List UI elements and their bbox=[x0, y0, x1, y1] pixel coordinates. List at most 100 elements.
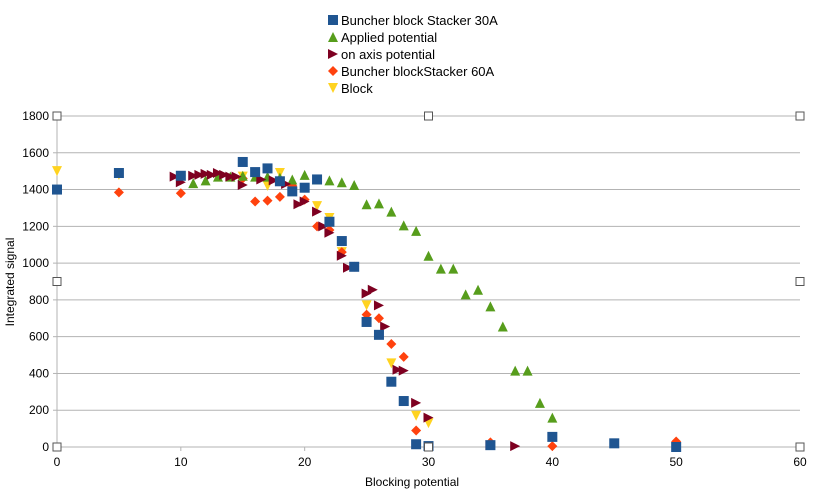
data-point bbox=[336, 247, 347, 258]
data-point bbox=[411, 425, 422, 436]
data-point bbox=[194, 169, 205, 180]
y-tick-label: 400 bbox=[29, 366, 49, 380]
data-point bbox=[318, 221, 329, 232]
data-point bbox=[361, 288, 372, 299]
data-point bbox=[373, 313, 384, 324]
data-point bbox=[52, 166, 62, 177]
selection-handle bbox=[52, 111, 62, 121]
selection-handle bbox=[52, 277, 62, 286]
data-point bbox=[522, 365, 533, 376]
x-tick-label: 10 bbox=[174, 455, 188, 469]
y-tick-label: 0 bbox=[42, 440, 49, 454]
data-point bbox=[274, 176, 285, 187]
data-point bbox=[547, 441, 558, 452]
selection-handle bbox=[52, 442, 62, 452]
data-point bbox=[349, 179, 360, 190]
data-point bbox=[448, 263, 459, 274]
data-point bbox=[373, 329, 384, 340]
data-point bbox=[219, 169, 230, 180]
legend-marker bbox=[328, 83, 338, 93]
data-point bbox=[293, 199, 304, 210]
data-point bbox=[237, 156, 248, 167]
data-point bbox=[188, 170, 199, 181]
legend-marker bbox=[328, 66, 338, 76]
data-point bbox=[250, 196, 261, 207]
selection-handle bbox=[424, 111, 433, 121]
data-point bbox=[299, 169, 310, 180]
data-point bbox=[435, 263, 446, 274]
data-point bbox=[113, 187, 124, 198]
x-tick-label: 40 bbox=[546, 455, 560, 469]
data-point bbox=[299, 196, 310, 207]
data-point bbox=[312, 206, 323, 217]
data-point bbox=[299, 182, 310, 193]
data-point bbox=[169, 171, 180, 182]
data-point bbox=[231, 171, 242, 182]
axes-layer: 0 200 400 600 800 1000 1200 1400 1600 1800 0 10 20 30… bbox=[22, 109, 807, 469]
data-point bbox=[274, 191, 285, 202]
legend-marker bbox=[328, 15, 338, 25]
y-tick-label: 600 bbox=[29, 330, 49, 344]
data-point bbox=[380, 321, 391, 332]
data-point bbox=[373, 300, 384, 311]
data-point bbox=[392, 364, 403, 375]
legend-label: Applied potential bbox=[341, 30, 437, 45]
x-tick-label: 50 bbox=[669, 455, 683, 469]
series-2 bbox=[169, 168, 521, 452]
legend-label: Block bbox=[341, 81, 373, 96]
selection-handle bbox=[795, 111, 805, 121]
data-point bbox=[336, 177, 347, 188]
data-point bbox=[398, 396, 409, 407]
data-point bbox=[287, 174, 298, 185]
data-point bbox=[423, 412, 434, 423]
legend: Buncher block Stacker 30A Applied potenti… bbox=[328, 13, 498, 96]
x-tick-label: 20 bbox=[298, 455, 312, 469]
data-point bbox=[324, 175, 335, 186]
selection-handle bbox=[795, 442, 805, 452]
data-point bbox=[312, 174, 323, 185]
x-tick-label: 60 bbox=[793, 455, 807, 469]
data-point bbox=[398, 220, 409, 231]
data-point bbox=[497, 321, 508, 332]
data-point bbox=[386, 358, 397, 369]
data-point bbox=[373, 198, 384, 209]
data-point bbox=[200, 168, 211, 179]
legend-label: on axis potential bbox=[341, 47, 435, 62]
data-point bbox=[52, 184, 62, 195]
x-tick-label: 0 bbox=[54, 455, 61, 469]
data-point bbox=[547, 431, 558, 442]
data-point bbox=[534, 397, 545, 408]
data-point bbox=[113, 168, 124, 179]
y-tick-label: 1600 bbox=[22, 146, 49, 160]
data-point bbox=[423, 250, 434, 261]
x-tick-label: 30 bbox=[422, 455, 436, 469]
data-point bbox=[324, 227, 335, 238]
data-point bbox=[225, 171, 236, 182]
data-point bbox=[485, 301, 496, 312]
data-point bbox=[237, 179, 248, 190]
selection-handle bbox=[424, 442, 433, 452]
data-point bbox=[386, 206, 397, 217]
data-point bbox=[411, 225, 422, 236]
data-point bbox=[386, 376, 397, 387]
data-point bbox=[336, 250, 347, 261]
y-tick-label: 1800 bbox=[22, 109, 49, 123]
data-point bbox=[386, 339, 397, 350]
data-point bbox=[336, 236, 347, 247]
data-point bbox=[262, 163, 273, 174]
data-point bbox=[361, 316, 372, 327]
data-point bbox=[361, 300, 372, 311]
selection-handle bbox=[795, 277, 805, 286]
legend-label: Buncher blockStacker 60A bbox=[341, 64, 495, 79]
data-point bbox=[206, 169, 217, 180]
data-point bbox=[473, 284, 484, 295]
data-point bbox=[510, 365, 521, 376]
data-point bbox=[460, 289, 471, 300]
y-axis-label: Integrated signal bbox=[3, 238, 17, 327]
data-point bbox=[324, 216, 335, 227]
data-point bbox=[212, 168, 223, 179]
data-point bbox=[237, 170, 248, 181]
selection-handles bbox=[52, 111, 805, 452]
data-point bbox=[262, 195, 273, 206]
